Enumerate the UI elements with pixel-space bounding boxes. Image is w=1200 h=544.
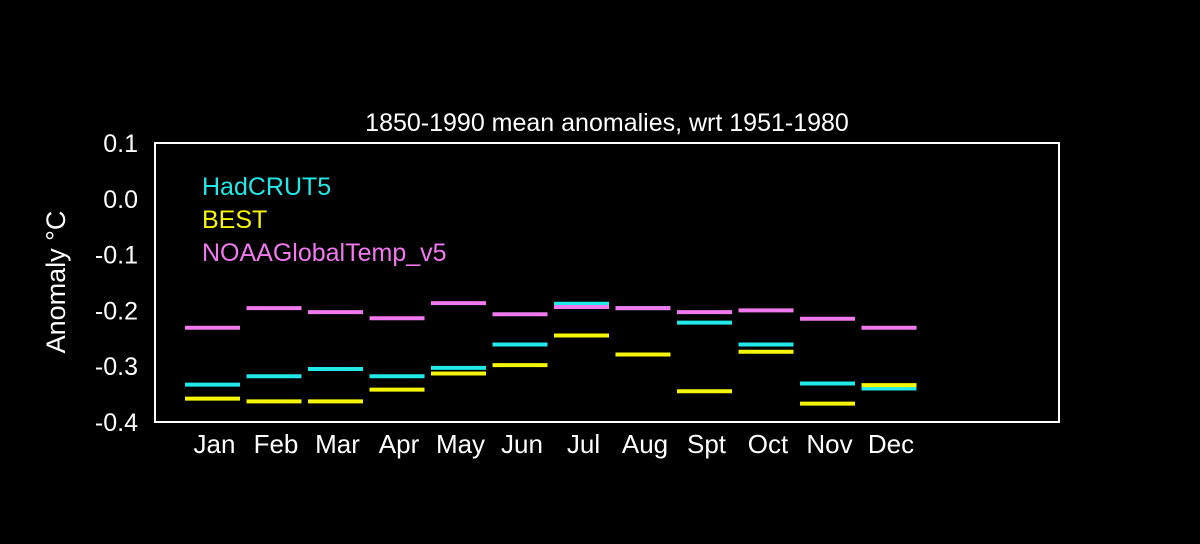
y-tick-label: -0.2 (95, 297, 138, 325)
x-tick-label: Mar (315, 429, 360, 459)
y-tick-label: 0.1 (103, 130, 138, 158)
x-tick-label: Jun (501, 429, 543, 459)
legend: HadCRUT5 BEST NOAAGlobalTemp_v5 (202, 173, 447, 267)
legend-entry: BEST (202, 206, 267, 234)
y-tick-label: -0.4 (95, 409, 138, 437)
series-2 (185, 301, 917, 330)
legend-entry: NOAAGlobalTemp_v5 (202, 239, 447, 267)
month-labels: Jan Feb Mar Apr May Jun Jul Aug Spt Oct Nov Dec (194, 429, 915, 459)
series-0 (185, 301, 917, 391)
x-tick-label: May (436, 429, 485, 459)
x-tick-label: Oct (748, 429, 789, 459)
x-tick-label: Apr (379, 429, 420, 459)
x-tick-label: Feb (254, 429, 299, 459)
x-tick-label: Nov (806, 429, 852, 459)
x-tick-label: Jul (567, 429, 600, 459)
y-axis-label: Anomaly °C (41, 211, 71, 354)
y-tick-labels: 0.1 0.0 -0.1 -0.2 -0.3 -0.4 (95, 130, 138, 437)
legend-entry: HadCRUT5 (202, 173, 331, 201)
y-tick-label: 0.0 (103, 186, 138, 214)
x-tick-label: Jan (194, 429, 236, 459)
x-tick-label: Spt (687, 429, 727, 459)
data-marks (185, 301, 917, 406)
x-tick-label: Aug (622, 429, 668, 459)
series-1 (185, 333, 917, 406)
y-tick-label: -0.3 (95, 353, 138, 381)
chart-title: 1850-1990 mean anomalies, wrt 1951-1980 (365, 109, 849, 137)
plot-frame (154, 142, 1060, 423)
y-tick-label: -0.1 (95, 242, 138, 270)
x-tick-label: Dec (868, 429, 914, 459)
